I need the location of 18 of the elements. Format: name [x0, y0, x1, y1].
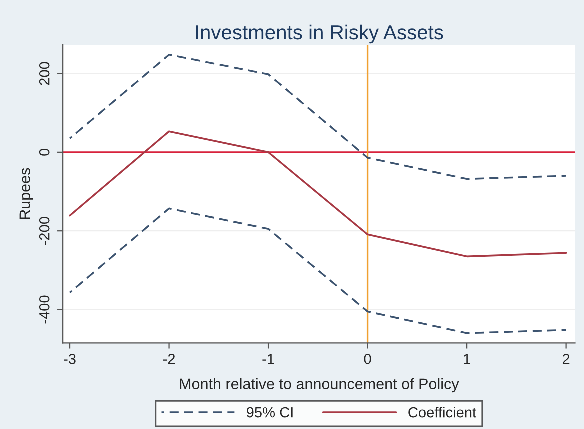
x-tick-label: -1 — [262, 354, 274, 364]
x-tick-label: 1 — [464, 354, 470, 364]
x-axis-title: Month relative to announcement of Policy — [180, 378, 460, 393]
y-axis-title: Rupees — [20, 168, 34, 220]
x-tick-label: -3 — [64, 354, 76, 364]
line-series — [69, 208, 568, 334]
legend-label: Coefficient — [408, 407, 476, 418]
y-tick-label: -200 — [39, 217, 50, 246]
chart-title: Investments in Risky Assets — [196, 24, 444, 44]
y-tick-label: 200 — [39, 62, 50, 86]
x-tick-label: 0 — [364, 354, 372, 364]
line-series — [69, 130, 568, 258]
x-tick-label: 2 — [562, 354, 570, 364]
legend-label: 95% CI — [247, 407, 293, 418]
y-tick-label: -400 — [39, 296, 50, 324]
y-tick-label: 0 — [39, 148, 50, 156]
x-tick-label: -2 — [163, 354, 176, 364]
line-series — [69, 54, 568, 180]
